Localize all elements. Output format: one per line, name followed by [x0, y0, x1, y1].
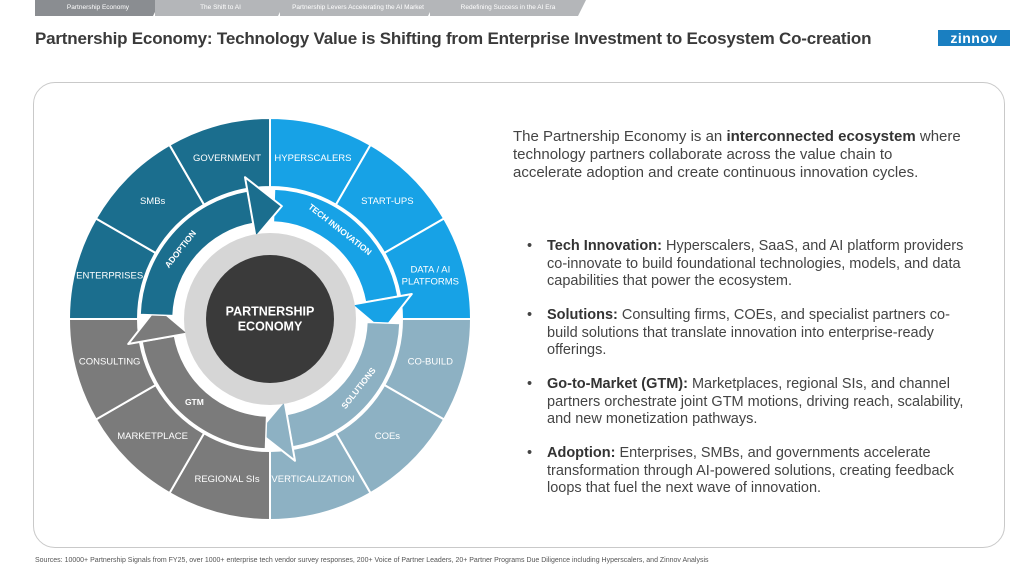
intro-lead: The Partnership Economy is an [513, 128, 727, 145]
segment-label: DATA / AI [410, 265, 450, 276]
segment-label: MARKETPLACE [117, 431, 188, 442]
segment-label: GOVERNMENT [193, 153, 261, 164]
center-label: PARTNERSHIP [226, 304, 315, 318]
bullet-title: Adoption: [547, 445, 616, 461]
segment-label: COEs [375, 431, 401, 442]
ring-arrow [350, 292, 413, 332]
segment-label: REGIONAL SIs [194, 474, 259, 485]
center-hub [206, 255, 334, 383]
segment [168, 116, 271, 207]
content-panel [33, 82, 1005, 548]
segment-label: CONSULTING [79, 356, 141, 367]
source-note: Sources: 10000+ Partnership Signals from… [35, 557, 709, 564]
tab: The Shift to AI [155, 0, 286, 16]
bullet-dot: • [527, 307, 533, 323]
bullet-item: • Go-to-Market (GTM): Marketplaces, regio… [527, 376, 967, 429]
bullet-title: Go-to-Market (GTM): [547, 376, 688, 392]
tab: Redefining Success in the AI Era [430, 0, 586, 16]
segment-label: ENTERPRISES [76, 271, 143, 282]
bullet-item: • Adoption: Enterprises, SMBs, and govern… [527, 445, 967, 498]
ring-arrow [243, 176, 283, 239]
intro-rest: where technology partners collaborate ac… [513, 128, 961, 181]
intro-paragraph: The Partnership Economy is an interconne… [513, 128, 963, 182]
intro-bold: interconnected ecosystem [726, 128, 916, 145]
slide-title: Partnership Economy: Technology Value is… [35, 29, 872, 48]
bullet-dot: • [527, 238, 533, 254]
segment-label: CO-BUILD [408, 356, 454, 367]
bullet-item: • Tech Innovation: Hyperscalers, SaaS, an… [527, 238, 967, 291]
bullet-text: Enterprises, SMBs, and governments accel… [547, 445, 955, 496]
segment-label: SMBs [140, 196, 166, 207]
bullet-text: Marketplaces, regional SIs, and channel … [547, 376, 964, 427]
ring-arrow [257, 399, 297, 462]
segment-label: PLATFORMS [402, 277, 459, 288]
tab: Partnership Economy [35, 0, 161, 16]
bullet-dot: • [527, 445, 533, 461]
tab: Partnership Levers Accelerating the AI M… [280, 0, 436, 16]
bullet-title: Tech Innovation: [547, 238, 662, 254]
ring-arrow [127, 306, 190, 346]
ring-label: GTM [185, 397, 204, 407]
center-label: ECONOMY [238, 319, 303, 333]
bullet-title: Solutions: [547, 307, 618, 323]
bullet-item: • Solutions: Consulting firms, COEs, and … [527, 307, 967, 360]
bullet-dot: • [527, 376, 533, 392]
segment-label: START-UPS [361, 196, 413, 207]
bullet-text: Hyperscalers, SaaS, and AI platform prov… [547, 238, 964, 289]
segment-label: HYPERSCALERS [274, 153, 351, 164]
logo: zinnov [938, 30, 1010, 46]
segment-label: VERTICALIZATION [271, 474, 354, 485]
bullet-text: Consulting firms, COEs, and specialist p… [547, 307, 950, 358]
